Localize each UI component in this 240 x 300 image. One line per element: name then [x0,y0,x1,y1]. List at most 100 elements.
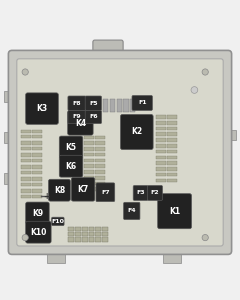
Bar [84,159,94,162]
Bar [156,133,166,136]
Bar [82,226,88,231]
Bar [156,150,166,153]
Bar [21,153,31,157]
Text: +: + [43,192,49,201]
Text: F8: F8 [73,101,81,106]
Bar [84,164,94,168]
Text: F3: F3 [136,190,145,196]
FancyBboxPatch shape [59,155,83,177]
Bar [21,130,31,133]
Bar [21,159,31,163]
Circle shape [202,69,208,75]
FancyBboxPatch shape [59,136,83,158]
Text: K10: K10 [30,228,47,237]
Bar [102,226,108,231]
FancyBboxPatch shape [17,59,223,246]
Text: F9: F9 [73,115,81,119]
Bar [95,153,105,157]
Bar [110,99,115,112]
FancyBboxPatch shape [71,178,95,201]
Bar [68,226,74,231]
Bar [167,133,177,136]
Bar [167,121,177,124]
FancyBboxPatch shape [85,110,102,124]
Bar [84,136,94,139]
Text: K6: K6 [66,162,77,171]
Bar [21,135,31,139]
Bar [167,167,177,171]
FancyBboxPatch shape [93,40,123,57]
Bar [21,171,31,175]
Bar [32,153,42,157]
Bar [4,173,13,184]
Text: K3: K3 [36,104,48,113]
Bar [102,237,108,242]
Bar [21,177,31,181]
Bar [95,170,105,174]
Bar [95,182,105,185]
Bar [32,171,42,175]
Bar [167,115,177,119]
Text: F4: F4 [127,208,136,214]
Bar [68,237,74,242]
Bar [21,183,31,187]
Bar [156,167,166,171]
Bar [75,232,81,236]
Bar [32,159,42,163]
Bar [167,161,177,165]
FancyBboxPatch shape [158,194,192,229]
Bar [4,132,13,143]
Text: K7: K7 [78,185,89,194]
Bar [95,141,105,145]
FancyBboxPatch shape [68,111,93,135]
Bar [21,147,31,151]
Bar [84,141,94,145]
Text: F2: F2 [151,190,159,196]
Text: F10: F10 [51,219,64,224]
Bar [156,127,166,130]
Bar [156,161,166,165]
FancyBboxPatch shape [132,95,152,110]
Bar [75,237,81,242]
Bar [95,188,105,191]
FancyBboxPatch shape [48,179,70,201]
Bar [167,127,177,130]
Circle shape [22,235,28,241]
Text: F1: F1 [138,100,146,106]
Text: K2: K2 [131,128,142,136]
Text: K9: K9 [32,208,43,217]
FancyBboxPatch shape [8,50,232,254]
Bar [89,226,94,231]
Bar [227,130,236,140]
Bar [167,144,177,148]
Bar [156,144,166,148]
Bar [156,155,166,159]
Bar [75,226,81,231]
Bar [102,232,108,236]
Bar [47,254,65,263]
FancyBboxPatch shape [52,217,64,226]
Bar [32,141,42,145]
Bar [95,176,105,179]
Bar [32,189,42,193]
Bar [32,130,42,133]
Bar [21,141,31,145]
Text: F6: F6 [89,115,98,119]
Bar [167,150,177,153]
Bar [21,195,31,199]
FancyBboxPatch shape [133,185,148,200]
Bar [4,91,13,102]
Bar [130,99,135,112]
Bar [167,178,177,182]
Bar [95,159,105,162]
Bar [163,254,181,263]
Bar [89,232,94,236]
Text: K8: K8 [54,186,65,195]
Bar [82,237,88,242]
Bar [84,176,94,179]
Text: K1: K1 [169,207,180,216]
Circle shape [22,69,28,75]
FancyBboxPatch shape [26,93,58,124]
Bar [95,136,105,139]
Bar [84,170,94,174]
